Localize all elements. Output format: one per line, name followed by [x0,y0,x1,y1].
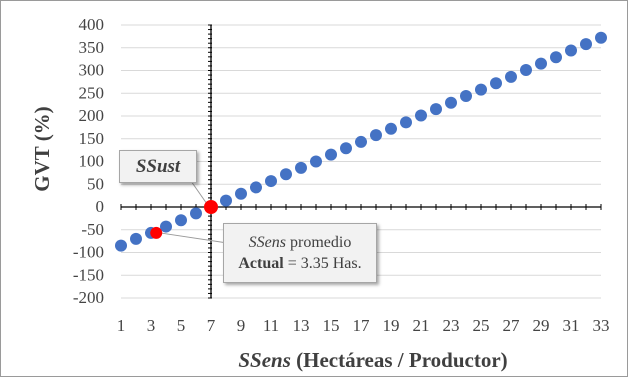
data-point [340,142,352,155]
data-point [175,214,187,227]
x-tick-label: 31 [563,316,580,335]
data-point [445,96,457,109]
data-point [505,70,517,83]
data-point [475,83,487,96]
y-tick-label: -100 [73,243,104,262]
x-tick-label: 27 [503,316,521,335]
x-tick-label: 33 [593,316,610,335]
y-tick-label: -50 [81,220,104,239]
ssens-actual-point [150,226,163,239]
x-tick-label: 19 [383,316,400,335]
x-tick-label: 25 [473,316,490,335]
y-tick-label: -150 [73,265,104,284]
y-tick-labels: 400 350 300 250 200 150 100 50 0 -50 -100 -150 -200 [73,15,104,307]
x-tick-label: 15 [323,316,340,335]
ssens-callout-line2: Actual = 3.35 Has. [224,253,376,274]
x-tick-label: 3 [147,316,156,335]
data-point [355,135,367,148]
x-tick-label: 1 [117,316,126,335]
data-point [415,109,427,122]
data-points [115,31,607,252]
data-point [490,77,502,90]
x-tick-label: 29 [533,316,550,335]
ssens-callout: SSens promedio Actual = 3.35 Has. [223,223,377,283]
data-point [235,187,247,200]
data-point [265,175,277,188]
data-point [280,168,292,181]
data-point [400,116,412,129]
x-axis-title: SSens (Hectáreas / Productor) [238,348,507,372]
data-point [130,232,142,245]
x-tick-label: 7 [207,316,216,335]
x-tick-label: 11 [263,316,279,335]
y-tick-label: 350 [79,38,105,57]
data-point [580,38,592,51]
x-tick-label: 13 [293,316,310,335]
ssust-point [204,200,218,214]
x-tick-label: 5 [177,316,186,335]
axes [120,24,602,299]
x-tick-label: 17 [353,316,371,335]
data-point [385,122,397,135]
actual-label: Actual [238,255,284,272]
y-tick-label: -200 [73,288,104,307]
ssens-leader-line [160,232,235,245]
ssens-callout-rest: promedio [286,234,352,251]
callout-leaders [160,180,235,245]
highlight-points [150,200,218,239]
x-tick-labels: 1 3 5 7 9 11 13 15 17 19 21 23 25 27 29 31 33 [117,316,610,335]
data-point [535,57,547,70]
data-point [325,148,337,161]
x-tick-label: 9 [237,316,246,335]
y-tick-label: 150 [79,129,105,148]
ssens-callout-line1: SSens promedio [224,232,376,253]
data-point [550,51,562,64]
data-point [295,161,307,174]
data-point [370,129,382,142]
data-point [310,155,322,168]
data-point [160,220,172,233]
ssust-callout-text: SSust [135,156,181,177]
data-point [250,181,262,194]
ssust-callout: SSust [119,150,197,183]
data-point [565,44,577,57]
y-tick-label: 300 [79,61,105,80]
data-point [115,239,127,252]
y-tick-label: 200 [79,106,105,125]
data-point [190,207,202,220]
ssust-leader-line [190,180,208,205]
data-point [460,89,472,102]
y-tick-label: 0 [96,197,105,216]
y-tick-label: 400 [79,15,105,34]
data-point [430,103,442,116]
x-axis-title-italic: SSens [238,348,291,372]
y-tick-label: 250 [79,83,105,102]
ssens-callout-italic: SSens [248,234,286,251]
x-tick-label: 23 [443,316,460,335]
data-point [595,31,607,44]
x-axis-title-rest: (Hectáreas / Productor) [291,348,508,372]
y-tick-label: 50 [87,174,104,193]
actual-value: = 3.35 Has. [283,255,362,272]
data-point [220,194,232,207]
data-point [520,64,532,77]
y-axis-title: GVT (%) [30,106,54,191]
y-tick-label: 100 [79,152,105,171]
x-tick-label: 21 [413,316,430,335]
